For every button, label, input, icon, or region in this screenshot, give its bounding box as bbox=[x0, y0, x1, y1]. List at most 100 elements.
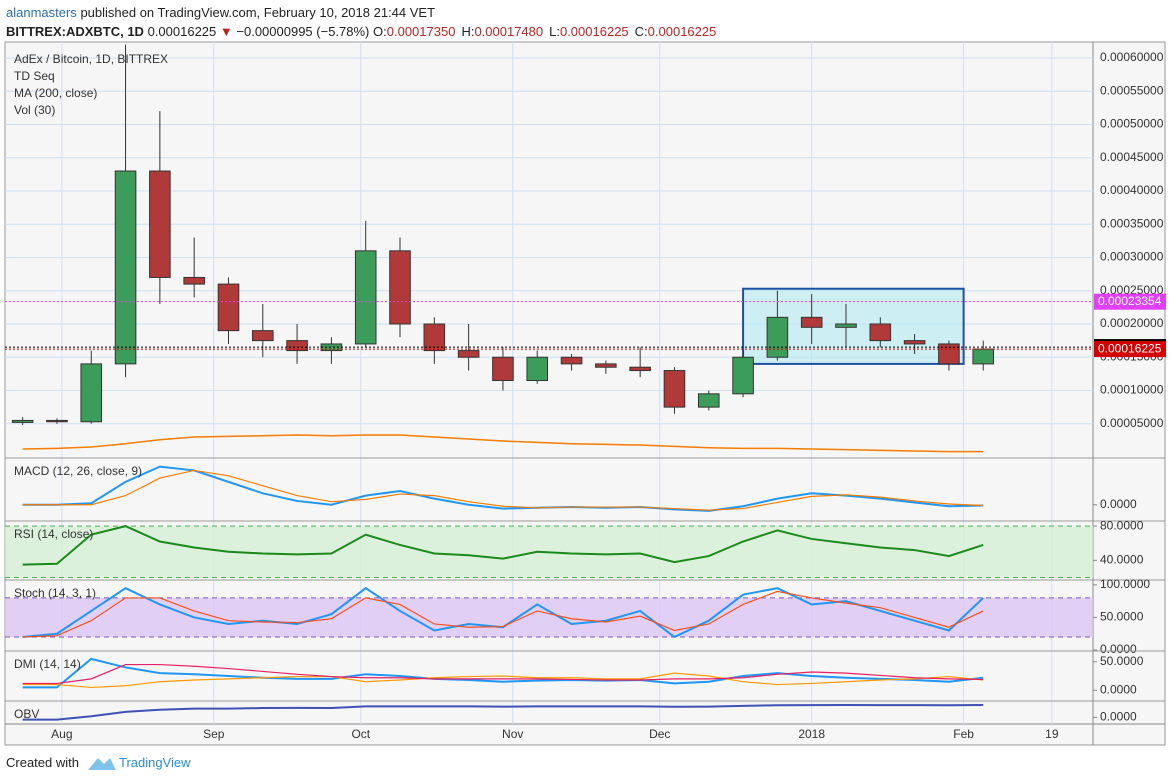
o-label: O: bbox=[373, 24, 387, 39]
y-tick-label: 100.0000 bbox=[1100, 577, 1150, 591]
candle-body bbox=[560, 356, 583, 365]
candle-body bbox=[526, 356, 549, 382]
arrow: ▼ bbox=[219, 24, 233, 39]
candle-body bbox=[697, 393, 720, 408]
created: Created with bbox=[6, 755, 79, 770]
y-tick-label: 0.00050000 bbox=[1100, 117, 1164, 131]
legend-entry: TD Seq bbox=[14, 69, 55, 83]
candle-body bbox=[11, 419, 34, 423]
y-tick-label: 0.00060000 bbox=[1100, 50, 1164, 64]
candle-body bbox=[766, 316, 789, 358]
level-label: 0.00016225 bbox=[1098, 341, 1162, 355]
candle-body bbox=[732, 356, 754, 395]
x-tick-label: Sep bbox=[203, 727, 225, 741]
indicator-line bbox=[22, 703, 984, 721]
pane-title: DMI (14, 14) bbox=[14, 657, 81, 671]
candle-body bbox=[389, 250, 411, 325]
symbol-line: BITTREX:ADXBTC, 1D 0.00016225 ▼ −0.00000… bbox=[6, 22, 722, 41]
y-tick-label: 0.00025000 bbox=[1100, 283, 1164, 297]
candle-body bbox=[46, 419, 68, 423]
ma-line bbox=[22, 434, 984, 453]
x-tick-label: Oct bbox=[351, 727, 370, 741]
y-tick-label: 0.00030000 bbox=[1100, 250, 1164, 264]
x-tick-label: Aug bbox=[51, 727, 72, 741]
brand-logo bbox=[88, 758, 116, 770]
y-tick-label: 40.0000 bbox=[1100, 553, 1144, 567]
candle-body bbox=[251, 330, 274, 342]
c-value: 0.00016225 bbox=[647, 24, 717, 39]
pane-title: Stoch (14, 3, 1) bbox=[14, 586, 96, 600]
indicator-line bbox=[22, 525, 984, 566]
level-tag bbox=[1094, 341, 1166, 358]
indicator-line bbox=[22, 657, 984, 689]
level-label: 0.00023354 bbox=[1098, 294, 1162, 308]
y-tick-label: 0.00045000 bbox=[1100, 150, 1164, 164]
x-tick-label: Feb bbox=[953, 727, 974, 741]
brand[interactable]: TradingView bbox=[118, 755, 191, 770]
author[interactable]: alanmasters bbox=[6, 5, 77, 20]
candle-body bbox=[286, 340, 308, 352]
pane-title: OBV bbox=[14, 707, 39, 721]
candle-body bbox=[354, 250, 377, 345]
c-label: C: bbox=[634, 24, 648, 39]
y-tick-label: 0.00055000 bbox=[1100, 83, 1164, 97]
last: 0.00016225 bbox=[147, 24, 217, 39]
band bbox=[5, 597, 1093, 637]
y-tick-label: 0.00040000 bbox=[1100, 183, 1164, 197]
chart-frame bbox=[4, 41, 1166, 746]
candle-body bbox=[972, 348, 995, 365]
l-value: 0.00016225 bbox=[559, 24, 629, 39]
y-tick-label: 0.0000 bbox=[1100, 682, 1137, 696]
indicator-line bbox=[22, 590, 984, 638]
y-tick-label: 0.0000 bbox=[1100, 710, 1137, 724]
header: alanmasters published on TradingView.com… bbox=[6, 3, 722, 41]
publish-line: alanmasters published on TradingView.com… bbox=[6, 3, 722, 22]
l-label: L: bbox=[549, 24, 560, 39]
x-tick-label: Dec bbox=[649, 727, 670, 741]
candle-body bbox=[903, 340, 926, 345]
legend-entry: Vol (30) bbox=[14, 103, 55, 117]
candle-body bbox=[595, 363, 617, 368]
x-tick-label: 19 bbox=[1045, 727, 1059, 741]
indicator-line bbox=[22, 469, 984, 511]
candle-body bbox=[663, 370, 686, 408]
published: published on TradingView.com, February 1… bbox=[80, 5, 436, 20]
y-tick-label: 80.0000 bbox=[1100, 518, 1144, 532]
change: −0.00000995 (−5.78%) bbox=[236, 24, 370, 39]
h-label: H: bbox=[461, 24, 475, 39]
x-tick-label: 2018 bbox=[798, 727, 825, 741]
candle-body bbox=[492, 356, 514, 382]
y-tick-label: 0.00005000 bbox=[1100, 416, 1164, 430]
candle-body bbox=[80, 363, 103, 423]
y-tick-label: 0.00035000 bbox=[1100, 216, 1164, 230]
candle-body bbox=[114, 170, 137, 365]
candle-body bbox=[629, 366, 651, 372]
candle-body bbox=[423, 323, 446, 352]
symbol: BITTREX:ADXBTC, 1D bbox=[6, 24, 144, 39]
indicator-line bbox=[22, 663, 984, 685]
pane-title: MACD (12, 26, close, 9) bbox=[14, 464, 142, 478]
o-value: 0.00017350 bbox=[386, 24, 456, 39]
candle-body bbox=[835, 323, 857, 328]
chart-title: AdEx / Bitcoin, 1D, BITTREX bbox=[14, 52, 168, 66]
candle-body bbox=[183, 276, 205, 285]
legend-entry: MA (200, close) bbox=[14, 86, 97, 100]
y-tick-label: 0.0000 bbox=[1100, 642, 1137, 656]
y-tick-label: 0.0000 bbox=[1100, 497, 1137, 511]
candle-body bbox=[457, 350, 480, 358]
indicator-line bbox=[22, 586, 984, 639]
footer: Created with TradingView bbox=[6, 755, 191, 770]
candle-body bbox=[800, 316, 823, 328]
candle-body bbox=[869, 323, 892, 342]
indicator-line bbox=[22, 465, 984, 512]
candle-body bbox=[149, 170, 171, 278]
y-tick-label: 50.0000 bbox=[1100, 654, 1144, 668]
level-tag bbox=[1094, 293, 1166, 310]
h-value: 0.00017480 bbox=[474, 24, 544, 39]
x-tick-label: Nov bbox=[502, 727, 523, 741]
pane-title: RSI (14, close) bbox=[14, 527, 93, 541]
candle-body bbox=[217, 283, 240, 332]
y-tick-label: 0.00010000 bbox=[1100, 383, 1164, 397]
